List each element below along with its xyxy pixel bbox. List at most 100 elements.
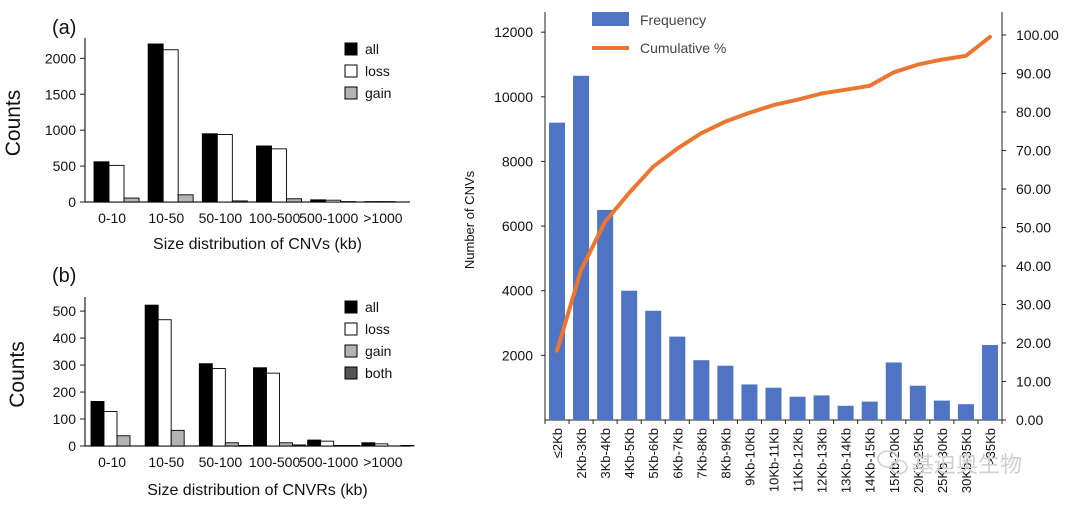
legend-swatch-loss — [344, 322, 358, 336]
y-tick-label: 1500 — [45, 86, 76, 102]
x-tick-label: 15Kb-20Kb — [887, 428, 902, 493]
x-tick-label: 7Kb-8Kb — [694, 428, 709, 479]
panel-a-chart: (a) Counts 0 500 1000 1500 2000 0-10 10-50 50-100… — [2, 17, 410, 253]
bar-loss — [374, 443, 389, 447]
bar-all — [201, 133, 218, 203]
frequency-bar — [621, 290, 638, 420]
cumulative-point — [891, 70, 896, 75]
cumulative-point — [699, 131, 704, 135]
x-tick-label: 30Kb-35Kb — [959, 428, 974, 493]
bar-gain — [170, 429, 185, 447]
right-y-tick-label: 10.00 — [1016, 374, 1051, 390]
x-tick-label: 14Kb-15Kb — [863, 428, 878, 493]
cumulative-point — [988, 35, 992, 39]
legend-label: gain — [365, 85, 391, 101]
x-tick-label: 500-1000 — [299, 454, 358, 470]
bar-both — [237, 445, 252, 447]
cumulative-point — [723, 119, 728, 124]
frequency-bar — [909, 385, 926, 420]
right-y-tick-label: 40.00 — [1016, 258, 1051, 274]
y-tick-label: 300 — [53, 357, 77, 373]
x-tick-label: 500-1000 — [299, 210, 358, 226]
frequency-bar — [645, 310, 662, 420]
y-tick-label: 2000 — [45, 50, 76, 66]
legend-label: Cumulative % — [640, 40, 726, 56]
legend-label: both — [365, 365, 392, 381]
cumulative-point — [603, 219, 607, 224]
x-tick-label: 11Kb-12Kb — [791, 428, 806, 492]
frequency-bar — [573, 75, 590, 421]
cumulative-point — [940, 57, 944, 62]
cumulative-point — [964, 53, 968, 58]
right-y-tick-label: 70.00 — [1016, 143, 1051, 159]
legend-swatch-frequency — [592, 12, 629, 26]
legend-swatch-all — [344, 300, 358, 314]
frequency-bar — [933, 400, 950, 420]
x-tick-label: >35Kb — [983, 428, 998, 466]
right-y-tick-label: 0.00 — [1016, 412, 1043, 428]
watermark: 基迫奥生物 — [877, 450, 1022, 477]
legend-label: loss — [365, 321, 390, 337]
frequency-bar — [789, 396, 806, 420]
frequency-bar — [837, 405, 854, 420]
legend-label: all — [365, 299, 379, 315]
bar-both — [292, 444, 306, 447]
left-y-tick-label: 4000 — [502, 283, 533, 299]
cumulative-point — [747, 110, 752, 115]
frequency-bar — [741, 384, 758, 420]
bar-all — [90, 401, 105, 447]
cumulative-point — [795, 97, 800, 102]
x-tick-label: 20Kb-25Kb — [911, 428, 926, 493]
bar-loss — [162, 49, 179, 203]
cumulative-point — [651, 164, 656, 169]
cumulative-point — [579, 268, 583, 272]
y-tick-label: 500 — [53, 158, 77, 174]
y-axis-label: Counts — [2, 90, 25, 157]
bar-all — [93, 161, 110, 203]
frequency-bar — [885, 362, 902, 420]
frequency-bar — [549, 122, 566, 420]
bar-loss — [103, 411, 118, 447]
right-y-tick-label: 90.00 — [1016, 66, 1051, 82]
bar-all — [147, 43, 164, 203]
wechat-icon — [877, 450, 908, 475]
bar-all — [256, 145, 272, 203]
frequency-bar — [981, 345, 998, 420]
bar-loss — [266, 372, 280, 447]
x-tick-label: 5Kb-6Kb — [646, 428, 661, 479]
bar-all — [310, 199, 327, 203]
x-tick-label: 8Kb-9Kb — [718, 428, 733, 479]
frequency-bar — [861, 401, 878, 420]
cumulative-point — [867, 84, 872, 88]
panel-label: (b) — [52, 265, 76, 287]
x-tick-label: 12Kb-13Kb — [815, 428, 830, 493]
y-tick-label: 0 — [68, 194, 76, 210]
bar-gain — [224, 442, 239, 447]
x-tick-label: 100-500 — [249, 454, 301, 470]
bar-loss — [157, 319, 172, 447]
left-y-tick-label: 2000 — [502, 347, 533, 363]
right-y-tick-label: 30.00 — [1016, 297, 1051, 313]
legend-swatch-both — [344, 366, 358, 380]
legend-label: all — [365, 41, 379, 57]
bar-gain — [231, 200, 248, 203]
legend-swatch-loss — [344, 64, 358, 78]
legend-swatch-all — [344, 42, 358, 56]
x-tick-label: 13Kb-14Kb — [839, 428, 854, 493]
legend-swatch-gain — [344, 86, 358, 100]
x-tick-label: 3Kb-4Kb — [598, 428, 613, 479]
frequency-bar — [813, 395, 830, 420]
bar-loss — [216, 134, 233, 203]
bar-loss — [325, 199, 342, 203]
x-tick-label: ≤2Kb — [550, 428, 565, 458]
x-tick-label: 9Kb-10Kb — [742, 428, 757, 486]
bar-loss — [211, 368, 226, 447]
bar-both — [346, 445, 361, 447]
cumulative-point — [916, 62, 920, 67]
frequency-bar — [693, 360, 710, 420]
x-tick-label: 0-10 — [98, 454, 126, 470]
cumulative-point — [675, 146, 680, 151]
x-tick-label: 10-50 — [148, 210, 184, 226]
cumulative-point — [819, 91, 824, 96]
